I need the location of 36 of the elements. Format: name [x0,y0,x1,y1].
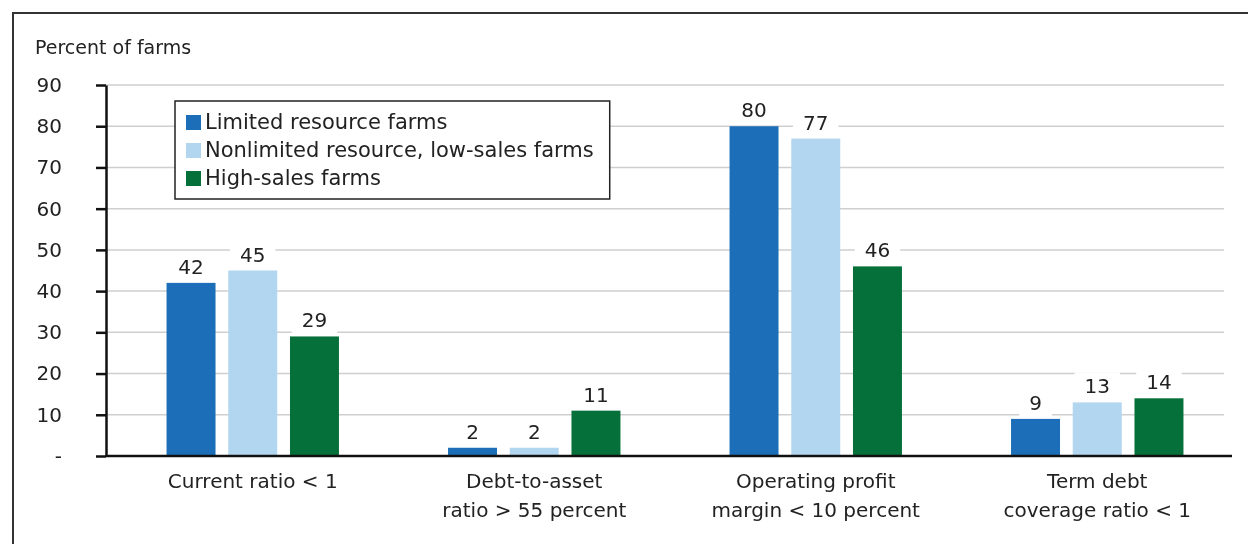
data-label: 14 [1146,370,1172,395]
bar [1072,402,1122,456]
y-tick-label: 40 [36,279,62,304]
y-tick-label: 10 [36,402,62,427]
legend-label: High-sales farms [205,166,381,190]
bar [791,138,841,456]
data-label: 46 [864,238,891,263]
data-label: 9 [1029,390,1042,415]
legend-label: Limited resource farms [205,110,448,134]
data-label: 13 [1084,374,1110,399]
data-label: 77 [803,110,829,135]
x-tick-label: Debt-to-asset ratio > 55 percent [442,469,627,522]
legend-label: Nonlimited resource, low-sales farms [205,138,594,162]
data-label: 45 [240,242,266,267]
bar [289,336,339,456]
data-label: 29 [301,308,328,333]
data-label: 42 [178,254,204,279]
bar [228,270,278,456]
data-label: 2 [466,419,479,444]
data-label: 11 [583,382,609,407]
data-label: 80 [741,98,767,123]
y-tick-label: 80 [36,114,62,139]
bar [852,266,902,456]
data-label: 2 [527,419,541,444]
y-tick-label: 30 [36,320,62,345]
y-tick-label: 20 [36,361,62,386]
x-tick-label: Operating profit margin < 10 percent [711,469,921,522]
y-tick-label: 50 [36,237,62,262]
y-tick-label: - [54,443,62,468]
x-tick-label: Current ratio < 1 [167,469,338,493]
y-axis-title: Percent of farms [35,36,192,58]
y-tick-label: 90 [36,72,62,97]
bar [1134,398,1184,456]
x-tick-label: Term debt coverage ratio < 1 [1003,469,1192,522]
y-tick-label: 70 [36,155,62,180]
y-tick-label: 60 [36,196,62,221]
